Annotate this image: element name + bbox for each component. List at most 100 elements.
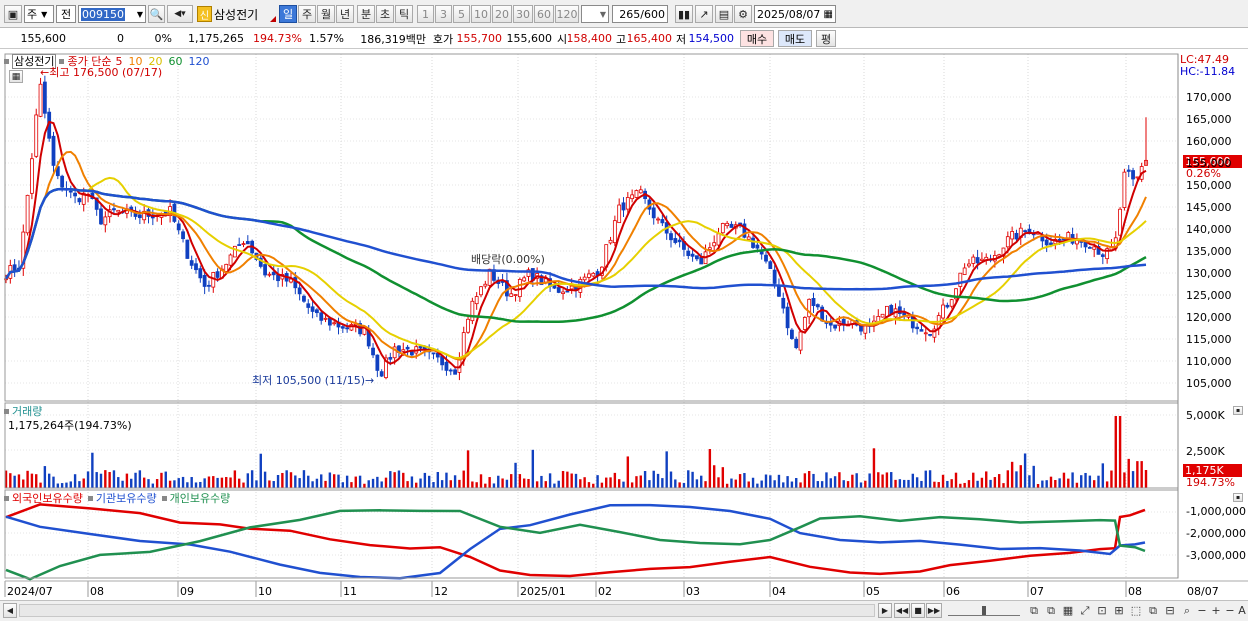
interval-20-button[interactable]: 20 [492, 5, 512, 23]
institution-holding-label[interactable]: 기관보유수량 [95, 492, 157, 505]
screenshot-icon[interactable]: ⊟ [1165, 604, 1175, 617]
prev-select[interactable]: 전 [56, 5, 76, 23]
volume-bar [173, 480, 176, 488]
buy-button[interactable]: 매수 [740, 30, 774, 47]
stock-code-input[interactable]: 009150 ▼ [78, 5, 146, 23]
scroll-left-icon[interactable]: ◀ [3, 603, 17, 618]
volume-bar [717, 477, 720, 488]
interval-custom-select[interactable]: ▼ [581, 5, 609, 23]
volume-bar [639, 475, 642, 488]
price-tick-label: 170,000 [1186, 91, 1232, 104]
lc-label: LC:47.49 [1180, 53, 1230, 66]
search-icon[interactable]: 🔍 [148, 5, 165, 23]
volume-bar [1131, 471, 1135, 488]
candle-body [686, 250, 691, 256]
interval-1-button[interactable]: 1 [417, 5, 434, 23]
candle-body [224, 263, 229, 272]
fast-forward-icon[interactable]: ▶▶ [926, 603, 942, 618]
period-second-button[interactable]: 초 [376, 5, 394, 23]
low-annotation-text: 최저 105,500 (11/15) [252, 374, 366, 387]
volume-bar [760, 480, 763, 488]
volume-bar [596, 475, 599, 488]
bar-count-input[interactable]: 265/600 [612, 5, 668, 23]
market-select[interactable]: 주 ▼ [24, 5, 54, 23]
candle-body [258, 257, 263, 267]
window-icon[interactable]: ⧉ [1047, 603, 1055, 617]
candle-body [470, 300, 475, 322]
scroll-track[interactable] [19, 604, 875, 617]
period-minute-button[interactable]: 분 [357, 5, 375, 23]
stop-icon[interactable]: ■ [911, 603, 925, 618]
stock-name[interactable]: 삼성전기 [214, 7, 259, 22]
volume-bar [1144, 470, 1148, 488]
foreign-holding-label[interactable]: 외국인보유수량 [12, 492, 83, 505]
volume-bar [30, 473, 34, 488]
zoom-slider[interactable] [948, 606, 1020, 616]
volume-bar [1006, 470, 1010, 488]
volume-bar [86, 471, 90, 488]
candle-body [997, 254, 1002, 257]
panel-close-icon[interactable]: ▪ [1233, 406, 1243, 415]
candle-body [81, 192, 86, 205]
last-volume-pct: 194.73% [1186, 476, 1235, 489]
bar-count-value: 265 [619, 7, 641, 21]
volume-bar [307, 475, 310, 488]
compare-icon[interactable]: ⧉ [1149, 603, 1157, 617]
grid-icon[interactable]: ▦ [1062, 604, 1074, 617]
ma-title[interactable]: 종가 단순 [67, 55, 112, 68]
sell-button[interactable]: 매도 [778, 30, 812, 47]
volume-bar [272, 481, 275, 488]
x-tick-label: 08 [1128, 585, 1142, 598]
trend-tool-icon[interactable]: ↗ [695, 5, 713, 23]
date-input[interactable]: 2025/08/07 ▦ [754, 5, 836, 23]
volume-bar [1110, 470, 1113, 488]
volume-value: 1,175,265 [188, 32, 244, 45]
interval-60-button[interactable]: 60 [534, 5, 554, 23]
interval-120-button[interactable]: 120 [555, 5, 579, 23]
fib-tool-icon[interactable]: ⊡ [1097, 604, 1107, 617]
copy-icon[interactable]: ⧉ [1030, 603, 1038, 617]
interval-3-button[interactable]: 3 [435, 5, 452, 23]
period-week-button[interactable]: 주 [298, 5, 316, 23]
volume-bar [298, 478, 301, 488]
reduce-icon[interactable]: − [1225, 604, 1235, 617]
period-year-button[interactable]: 년 [336, 5, 354, 23]
individual-holding-label[interactable]: 개인보유수량 [169, 492, 231, 505]
volume-bar [548, 473, 552, 488]
scroll-right-icon[interactable]: ▶ [878, 603, 892, 618]
layout-icon[interactable]: ▣ [4, 5, 22, 23]
volume-bar [833, 476, 837, 488]
period-day-button[interactable]: 일 [279, 5, 297, 23]
period-tick-button[interactable]: 틱 [395, 5, 413, 23]
auto-scale-icon[interactable]: A [1238, 604, 1246, 617]
zoom-in-icon[interactable]: + [1211, 604, 1221, 617]
volume-bar [125, 473, 129, 488]
legend-square-icon [87, 496, 93, 501]
chart-type-icon[interactable]: ▮▮ [675, 5, 693, 23]
search-icon[interactable]: ⌕ [1183, 603, 1191, 617]
volume-bar [112, 470, 116, 488]
volume-bar [691, 471, 694, 488]
panel-close-icon[interactable]: ▪ [1233, 493, 1243, 502]
calendar-icon[interactable]: ▦ [823, 8, 833, 20]
candle-body [880, 313, 885, 318]
save-icon[interactable]: ▤ [715, 5, 733, 23]
zoom-slider-handle[interactable] [982, 606, 986, 615]
eval-button[interactable]: 평 [816, 30, 836, 47]
interval-30-button[interactable]: 30 [513, 5, 533, 23]
select-tool-icon[interactable]: ⬚ [1130, 604, 1142, 617]
table-icon[interactable]: ▦ [9, 70, 23, 83]
volume-panel-title[interactable]: 거래량 [12, 405, 43, 418]
gear-icon[interactable]: ⚙ [734, 5, 752, 23]
line-tool-icon[interactable]: ⤢ [1080, 603, 1090, 617]
rewind-icon[interactable]: ◀◀ [894, 603, 910, 618]
sound-icon[interactable]: ◀▾ [167, 5, 193, 23]
interval-10-button[interactable]: 10 [471, 5, 491, 23]
period-month-button[interactable]: 월 [317, 5, 335, 23]
pattern-tool-icon[interactable]: ⊞ [1114, 604, 1124, 617]
price-panel-stock[interactable]: 삼성전기 [12, 54, 57, 69]
chart-canvas[interactable] [0, 50, 1248, 621]
price-tick-label: 115,000 [1186, 333, 1232, 346]
interval-5-button[interactable]: 5 [453, 5, 470, 23]
zoom-out-icon[interactable]: − [1197, 604, 1207, 617]
